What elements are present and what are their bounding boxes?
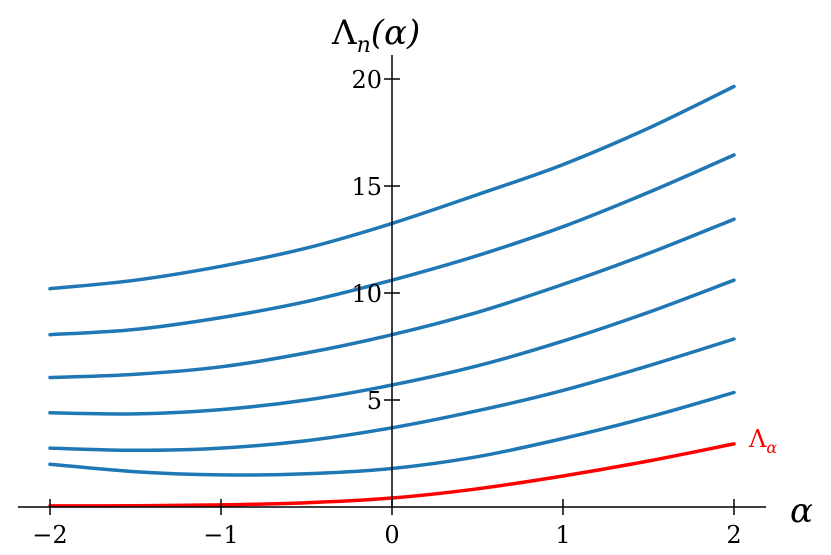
x-tick-label: 1 xyxy=(555,521,570,549)
y-tick-label: 5 xyxy=(367,387,382,415)
y-tick-label: 20 xyxy=(351,66,382,94)
y-axis-title-argument: (α) xyxy=(371,13,421,53)
y-axis-title: Λn(α) xyxy=(331,13,420,58)
x-tick-label: −1 xyxy=(203,521,238,549)
x-tick-label: −2 xyxy=(32,521,67,549)
series-label-subscript: α xyxy=(766,438,777,457)
y-tick-label: 15 xyxy=(351,173,382,201)
series-label-lambda-alpha: Λα xyxy=(748,425,777,457)
curves-group: Λα xyxy=(48,84,777,508)
x-tick-label: 2 xyxy=(726,521,741,549)
ticks-group: −2 −1 0 1 2 5 10 15 20 xyxy=(32,66,741,549)
x-tick-label: 0 xyxy=(384,521,399,549)
y-axis-title-symbol: Λ xyxy=(331,13,357,53)
series-label-symbol: Λ xyxy=(748,425,767,453)
y-tick-label: 10 xyxy=(351,280,382,308)
x-axis-title: α xyxy=(790,491,813,531)
y-axis-title-subscript: n xyxy=(357,33,371,58)
